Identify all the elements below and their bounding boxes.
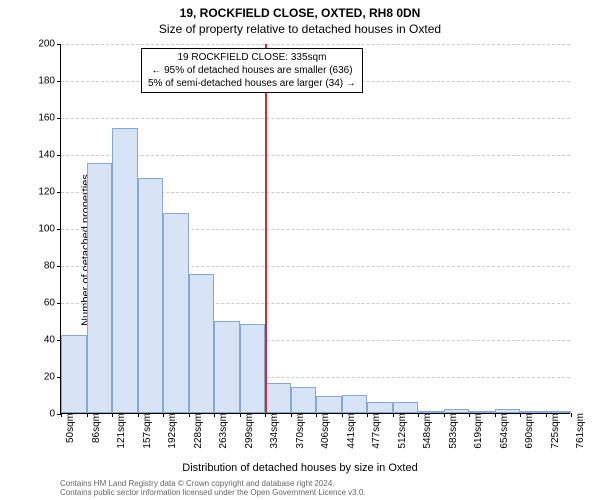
histogram-bar <box>87 163 113 413</box>
x-tick-mark <box>265 413 266 417</box>
histogram-bar <box>367 402 393 413</box>
x-tick-mark <box>520 413 521 417</box>
x-tick-label: 512sqm <box>395 413 408 449</box>
x-tick-mark <box>393 413 394 417</box>
plot-area: 02040608010012014016018020050sqm86sqm121… <box>60 44 570 414</box>
highlight-line <box>265 44 267 413</box>
x-tick-label: 334sqm <box>267 413 280 449</box>
grid-line <box>61 118 570 119</box>
y-tick-label: 120 <box>38 187 61 198</box>
y-tick-label: 140 <box>38 150 61 161</box>
histogram-bar <box>61 335 87 413</box>
y-tick-label: 60 <box>44 298 61 309</box>
x-tick-mark <box>342 413 343 417</box>
x-tick-label: 228sqm <box>191 413 204 449</box>
x-tick-label: 157sqm <box>140 413 153 449</box>
x-tick-label: 263sqm <box>216 413 229 449</box>
chart-title-sub: Size of property relative to detached ho… <box>0 22 600 36</box>
x-tick-label: 121sqm <box>114 413 127 449</box>
histogram-bar <box>291 387 317 413</box>
histogram-bar <box>342 395 368 414</box>
x-tick-mark <box>214 413 215 417</box>
y-tick-label: 0 <box>49 409 61 420</box>
x-tick-mark <box>163 413 164 417</box>
x-tick-mark <box>189 413 190 417</box>
x-tick-mark <box>316 413 317 417</box>
histogram-bar <box>138 178 164 413</box>
x-tick-label: 299sqm <box>242 413 255 449</box>
y-tick-label: 160 <box>38 113 61 124</box>
chart-container: 19, ROCKFIELD CLOSE, OXTED, RH8 0DN Size… <box>0 0 600 500</box>
annotation-box: 19 ROCKFIELD CLOSE: 335sqm ← 95% of deta… <box>141 48 363 93</box>
x-tick-label: 192sqm <box>165 413 178 449</box>
annotation-line3: 5% of semi-detached houses are larger (3… <box>148 77 356 90</box>
histogram-bar <box>112 128 138 413</box>
x-tick-label: 583sqm <box>446 413 459 449</box>
x-tick-label: 477sqm <box>369 413 382 449</box>
x-tick-label: 690sqm <box>522 413 535 449</box>
x-tick-label: 619sqm <box>471 413 484 449</box>
histogram-bar <box>393 402 419 413</box>
histogram-bar <box>240 324 266 413</box>
x-tick-mark <box>112 413 113 417</box>
chart-title-main: 19, ROCKFIELD CLOSE, OXTED, RH8 0DN <box>0 6 600 20</box>
x-tick-label: 86sqm <box>89 413 102 443</box>
annotation-line2: ← 95% of detached houses are smaller (63… <box>148 64 356 77</box>
x-tick-label: 441sqm <box>344 413 357 449</box>
x-tick-mark <box>469 413 470 417</box>
x-tick-mark <box>61 413 62 417</box>
x-tick-mark <box>495 413 496 417</box>
x-tick-mark <box>418 413 419 417</box>
y-tick-label: 40 <box>44 335 61 346</box>
annotation-line1: 19 ROCKFIELD CLOSE: 335sqm <box>148 51 356 64</box>
x-tick-label: 50sqm <box>63 413 76 443</box>
x-tick-label: 725sqm <box>548 413 561 449</box>
y-tick-label: 100 <box>38 224 61 235</box>
grid-line <box>61 44 570 45</box>
footer-line1: Contains HM Land Registry data © Crown c… <box>60 479 366 489</box>
x-tick-mark <box>367 413 368 417</box>
x-tick-mark <box>444 413 445 417</box>
x-tick-mark <box>546 413 547 417</box>
x-tick-label: 654sqm <box>497 413 510 449</box>
x-tick-mark <box>240 413 241 417</box>
x-tick-mark <box>571 413 572 417</box>
y-tick-label: 200 <box>38 39 61 50</box>
footer-line2: Contains public sector information licen… <box>60 488 366 498</box>
x-tick-mark <box>291 413 292 417</box>
x-tick-label: 548sqm <box>420 413 433 449</box>
x-tick-mark <box>87 413 88 417</box>
y-tick-label: 20 <box>44 372 61 383</box>
y-tick-label: 180 <box>38 76 61 87</box>
x-tick-mark <box>138 413 139 417</box>
y-tick-label: 80 <box>44 261 61 272</box>
x-axis-label: Distribution of detached houses by size … <box>0 462 600 474</box>
histogram-bar <box>189 274 215 413</box>
x-tick-label: 406sqm <box>318 413 331 449</box>
histogram-bar <box>163 213 189 413</box>
histogram-bar <box>316 396 342 413</box>
histogram-bar <box>214 321 240 414</box>
footer-attribution: Contains HM Land Registry data © Crown c… <box>60 479 366 498</box>
x-tick-label: 370sqm <box>293 413 306 449</box>
histogram-bar <box>265 383 291 413</box>
x-tick-label: 761sqm <box>573 413 586 449</box>
